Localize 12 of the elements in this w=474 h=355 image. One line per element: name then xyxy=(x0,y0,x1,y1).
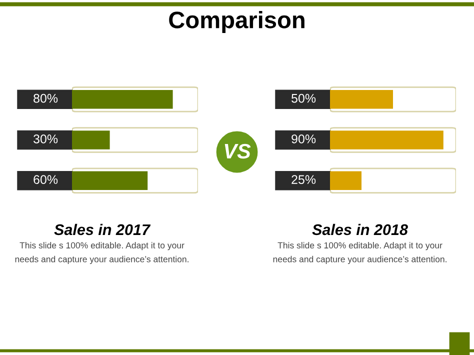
data-label: 60% xyxy=(34,175,58,184)
data-label: 30% xyxy=(34,134,58,144)
text: Sales in 2018 xyxy=(312,224,408,236)
data-label: 25% xyxy=(292,175,316,184)
text: VS xyxy=(224,144,251,159)
text: Comparison xyxy=(169,10,304,34)
text: This slide s 100% editable. Adapt it to your needs and capture your audience’s attention. xyxy=(15,242,188,264)
data-label: 50% xyxy=(292,94,316,103)
data-label: 80% xyxy=(34,94,58,103)
text: This slide s 100% editable. Adapt it to your needs and capture your audience’s attention. xyxy=(273,242,446,264)
data-label: 90% xyxy=(292,134,316,144)
text: Sales in 2017 xyxy=(54,224,151,236)
